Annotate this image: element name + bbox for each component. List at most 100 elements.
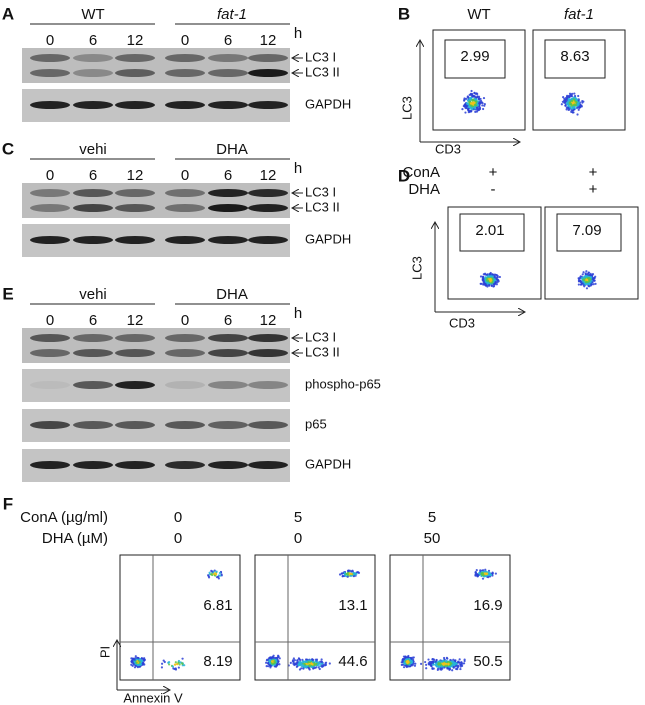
event-dot: [576, 113, 579, 116]
time-unit: h: [294, 25, 302, 42]
event-dot: [570, 97, 574, 101]
band: [73, 54, 113, 62]
event-dot: [302, 667, 305, 670]
event-dot: [350, 570, 353, 573]
condition-value: 0: [294, 530, 302, 547]
event-dot: [480, 572, 484, 575]
event-dot: [412, 656, 415, 659]
event-dot: [352, 575, 356, 578]
event-dot: [457, 661, 460, 664]
event-dot: [314, 660, 317, 663]
event-dot: [451, 669, 454, 672]
event-dot: [565, 102, 569, 105]
band: [165, 236, 205, 244]
panel-label: C: [2, 139, 14, 158]
event-dot: [320, 665, 323, 668]
band: [208, 69, 248, 77]
event-dot: [560, 103, 563, 106]
event-dot: [467, 107, 470, 111]
band: [30, 461, 70, 469]
event-dot: [138, 659, 142, 662]
event-dot: [471, 94, 475, 98]
event-dot: [311, 658, 314, 661]
event-dot: [215, 575, 219, 579]
group-label: DHA: [216, 141, 248, 158]
event-dot: [486, 285, 489, 288]
band: [165, 204, 205, 212]
gate: [544, 39, 606, 79]
event-dot: [571, 107, 574, 110]
band: [73, 236, 113, 244]
event-dot: [445, 660, 448, 663]
band: [115, 236, 155, 244]
group-label: vehi: [79, 286, 107, 303]
event-dot: [471, 98, 474, 102]
event-dot: [579, 105, 582, 108]
event-dot: [449, 665, 452, 668]
event-dot: [459, 667, 462, 671]
event-dot: [313, 663, 317, 667]
event-dot: [273, 660, 276, 663]
event-dot: [582, 278, 585, 281]
event-dot: [491, 281, 494, 284]
event-dot: [338, 573, 342, 576]
event-dot: [298, 658, 302, 662]
event-dot: [312, 667, 315, 670]
event-dot: [442, 659, 445, 662]
event-dot: [592, 283, 595, 286]
event-dot: [579, 279, 582, 283]
event-dot: [492, 284, 496, 288]
event-dot: [265, 661, 268, 664]
event-dot: [316, 663, 320, 666]
event-dot: [591, 281, 594, 284]
timepoint: 0: [46, 312, 54, 329]
event-dot: [463, 658, 466, 661]
event-dot: [577, 108, 580, 111]
condition-name: ConA (µg/ml): [20, 509, 108, 526]
band: [73, 421, 113, 429]
event-dot: [494, 281, 497, 284]
event-dot: [591, 273, 594, 277]
group-label: WT: [81, 6, 104, 23]
x-axis-label: CD3: [435, 141, 461, 156]
timepoint: 12: [127, 167, 144, 184]
event-dot: [475, 106, 478, 109]
event-dot: [478, 107, 481, 111]
timepoint: 6: [89, 167, 97, 184]
band: [73, 101, 113, 109]
event-dot: [412, 658, 415, 661]
event-dot: [320, 658, 323, 661]
event-dot: [215, 570, 218, 573]
event-dot: [568, 106, 572, 109]
condition-value: +: [589, 164, 598, 181]
event-dot: [474, 98, 477, 101]
event-dot: [496, 281, 499, 284]
event-dot: [310, 662, 313, 665]
time-unit: h: [294, 305, 302, 322]
event-dot: [481, 104, 484, 107]
event-dot: [479, 275, 483, 278]
gate: [556, 213, 622, 252]
event-dot: [307, 659, 310, 662]
event-dot: [591, 278, 594, 281]
event-dot: [218, 571, 222, 575]
event-dot: [484, 277, 487, 280]
event-dot: [349, 574, 352, 577]
quadrant-value: 16.9: [473, 597, 502, 614]
timepoint: 0: [181, 312, 189, 329]
event-dot: [175, 662, 179, 666]
event-dot: [573, 92, 576, 95]
event-dot: [577, 94, 580, 98]
event-dot: [482, 280, 485, 283]
event-dot: [582, 271, 585, 274]
event-dot: [489, 277, 492, 281]
event-dot: [463, 103, 467, 106]
event-dot: [498, 275, 501, 279]
band: [248, 204, 288, 212]
event-dot: [301, 660, 305, 664]
event-dot: [435, 664, 438, 667]
event-dot: [268, 656, 272, 659]
event-dot: [566, 94, 569, 97]
band: [208, 421, 248, 429]
event-dot: [425, 667, 428, 670]
